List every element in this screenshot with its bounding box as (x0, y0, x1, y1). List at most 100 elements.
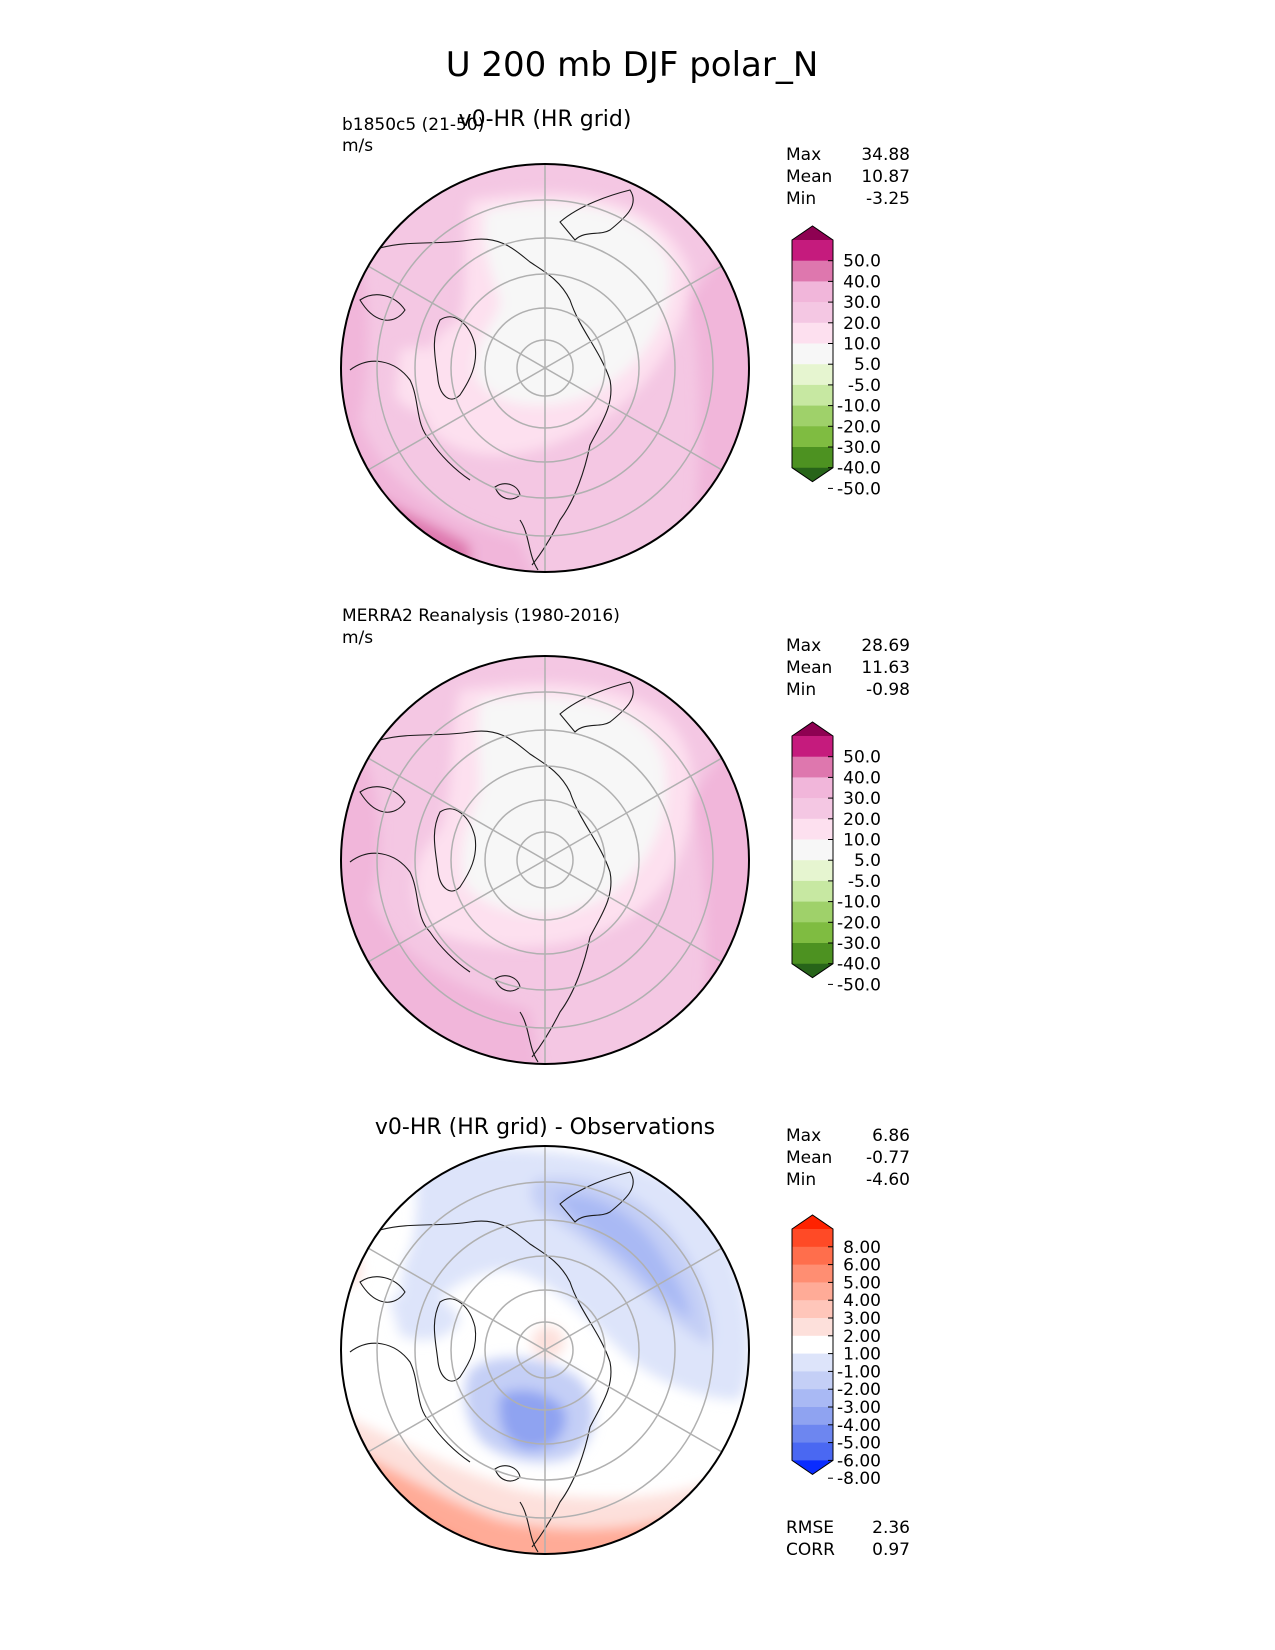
colorbar-segment (792, 1407, 833, 1426)
colorbar-tick-label: 8.00 (843, 1238, 881, 1258)
stat-max-value: 6.86 (872, 1126, 910, 1146)
colorbar-tick-label: -5.0 (848, 872, 881, 892)
colorbar-segment (792, 1229, 833, 1248)
colorbar-segment (792, 1335, 833, 1355)
panel-diff-title: v0-HR (HR grid) - Observations (375, 1115, 715, 1140)
colorbar-segment (792, 1246, 833, 1266)
panel-diff-metrics: RMSE 2.36 CORR 0.97 (786, 1518, 910, 1560)
colorbar-tick-label: 1.00 (843, 1345, 881, 1365)
colorbar-segment (792, 1442, 833, 1461)
panel-diff-graticule (367, 1146, 723, 1554)
colorbar-segment (792, 1353, 833, 1372)
panel-model-units: m/s (342, 136, 373, 156)
colorbar-segment (792, 901, 833, 923)
colorbar-tick-label: 2.00 (843, 1327, 881, 1347)
colorbar-segment (792, 447, 833, 469)
panel-diff-pos-pole (532, 1326, 564, 1358)
panel-diff-neg-west (390, 1292, 460, 1340)
panel-diff-colorbar: 8.006.005.004.003.002.001.00-1.00-2.00-3… (791, 1214, 881, 1489)
stat-min-value: -4.60 (866, 1170, 910, 1190)
colorbar-tick-label: 5.0 (854, 851, 881, 871)
stat-mean-label: Mean (786, 1148, 832, 1168)
panel-model-graticule (367, 164, 723, 572)
panel-obs-colorbar: 50.040.030.020.010.05.0-5.0-10.0-20.0-30… (791, 721, 881, 995)
colorbar-tick-label: 3.00 (843, 1309, 881, 1329)
stat-max-value: 28.69 (861, 636, 910, 656)
colorbar-extend-min (792, 963, 833, 978)
stat-min-label: Min (786, 1170, 816, 1190)
colorbar-tick-label: 5.0 (854, 355, 881, 375)
panel-obs-coastlines (349, 681, 634, 1063)
stat-min-value: -3.25 (866, 189, 910, 209)
colorbar-segment (792, 1371, 833, 1390)
stat-max-label: Max (786, 1126, 821, 1146)
stat-mean-value: 10.87 (861, 167, 910, 187)
colorbar-tick-label: 40.0 (843, 272, 881, 292)
figure-title: U 200 mb DJF polar_N (446, 45, 819, 85)
colorbar-tick-label: -10.0 (837, 893, 881, 913)
panel-obs-left-label: MERRA2 Reanalysis (1980-2016) (342, 606, 620, 626)
metric-rmse-value: 2.36 (872, 1518, 910, 1538)
colorbar-segment (792, 736, 833, 758)
colorbar-segment (792, 1318, 833, 1337)
stat-mean-value: -0.77 (866, 1148, 910, 1168)
colorbar-segment (792, 322, 833, 344)
panel-diff-pos-west (341, 1239, 361, 1286)
colorbar-tick-label: -1.00 (837, 1362, 881, 1382)
stat-mean-label: Mean (786, 658, 832, 678)
colorbar-tick-label: -30.0 (837, 438, 881, 458)
colorbar-segment (792, 798, 833, 820)
colorbar-tick-label: -4.00 (837, 1416, 881, 1436)
colorbar-segment (792, 240, 833, 262)
stat-max-value: 34.88 (861, 145, 910, 165)
stat-max-label: Max (786, 636, 821, 656)
colorbar-tick-label: 4.00 (843, 1291, 881, 1311)
colorbar-tick-label: 50.0 (843, 748, 881, 768)
colorbar-extend-min (792, 467, 833, 482)
colorbar-extend-max (792, 722, 833, 736)
colorbar-tick-label: 6.00 (843, 1256, 881, 1276)
colorbar-tick-label: 20.0 (843, 314, 881, 334)
panel-diff-stats: Max 6.86 Mean -0.77 Min -4.60 (786, 1126, 910, 1190)
colorbar-segment (792, 364, 833, 386)
colorbar-segment (792, 756, 833, 778)
colorbar-tick-label: 10.0 (843, 335, 881, 355)
colorbar-tick-label: 50.0 (843, 252, 881, 272)
colorbar-tick-label: -2.00 (837, 1380, 881, 1400)
colorbar-tick-label: -5.0 (848, 376, 881, 396)
colorbar-segment (792, 943, 833, 965)
metric-corr-label: CORR (786, 1540, 835, 1560)
colorbar-segment (792, 777, 833, 799)
colorbar-segment (792, 1300, 833, 1319)
colorbar-segment (792, 302, 833, 324)
panel-diff: v0-HR (HR grid) - Observations (340, 1115, 910, 1560)
colorbar-segment (792, 818, 833, 840)
stat-min-value: -0.98 (866, 680, 910, 700)
panel-diff-neg-north (401, 1148, 749, 1400)
colorbar-tick-label: -30.0 (837, 934, 881, 954)
panel-model-left-label: b1850c5 (21-50) (342, 115, 484, 135)
panel-model-coastlines (349, 189, 634, 571)
colorbar-tick-label: -6.00 (837, 1451, 881, 1471)
colorbar-tick-label: -40.0 (837, 955, 881, 975)
colorbar-segment (792, 405, 833, 427)
colorbar-tick-label: 5.00 (843, 1273, 881, 1293)
colorbar-segment (792, 384, 833, 407)
panel-obs-units: m/s (342, 628, 373, 648)
panel-diff-coastlines (349, 1171, 634, 1553)
panel-model-stats: Max 34.88 Mean 10.87 Min -3.25 (786, 145, 910, 209)
colorbar-tick-label: -40.0 (837, 459, 881, 479)
metric-rmse-label: RMSE (786, 1518, 834, 1538)
panel-diff-neg-siberia-core (555, 1194, 690, 1320)
stat-mean-value: 11.63 (861, 658, 910, 678)
colorbar-tick-label: -5.00 (837, 1434, 881, 1454)
colorbar-tick-label: -50.0 (837, 479, 881, 499)
colorbar-tick-label: -10.0 (837, 397, 881, 417)
colorbar-tick-label: 20.0 (843, 810, 881, 830)
colorbar-segment (792, 880, 833, 903)
colorbar-segment (792, 260, 833, 282)
stat-min-label: Min (786, 189, 816, 209)
panel-model: v0-HR (HR grid) b1850c5 (21-50) m/s (340, 107, 910, 573)
panel-diff-frame (340, 1145, 750, 1555)
